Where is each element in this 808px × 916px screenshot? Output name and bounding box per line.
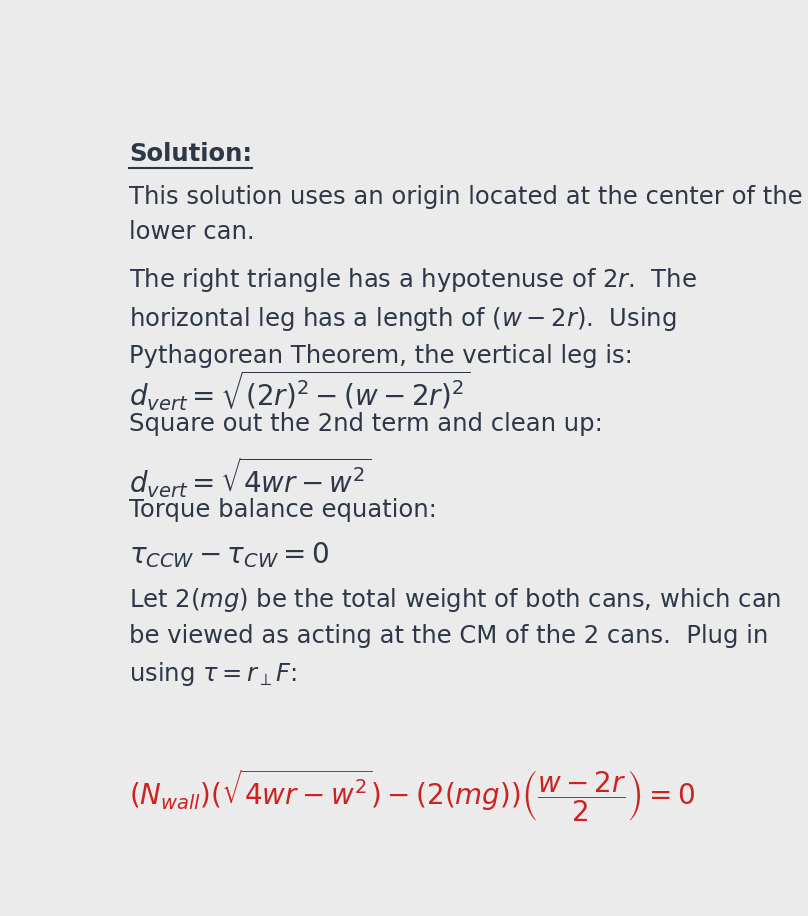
Text: Square out the 2nd term and clean up:: Square out the 2nd term and clean up: [129,412,603,436]
Text: Torque balance equation:: Torque balance equation: [129,498,437,522]
Text: The right triangle has a hypotenuse of $2r$.  The
horizontal leg has a length of: The right triangle has a hypotenuse of $… [129,266,697,368]
Text: Let $2(mg)$ be the total weight of both cans, which can
be viewed as acting at t: Let $2(mg)$ be the total weight of both … [129,586,781,688]
Text: This solution uses an origin located at the center of the
lower can.: This solution uses an origin located at … [129,185,803,244]
Text: $(N_{wall})(\sqrt{4wr - w^2}) - (2(mg)) \left(\dfrac{w-2r}{2}\right) = 0$: $(N_{wall})(\sqrt{4wr - w^2}) - (2(mg)) … [129,768,695,824]
Text: Solution:: Solution: [129,142,252,166]
Text: $d_{vert} = \sqrt{(2r)^2 - (w - 2r)^2}$: $d_{vert} = \sqrt{(2r)^2 - (w - 2r)^2}$ [129,369,470,413]
Text: $d_{vert} = \sqrt{4wr - w^2}$: $d_{vert} = \sqrt{4wr - w^2}$ [129,455,372,500]
Text: $\tau_{CCW} - \tau_{CW} = 0$: $\tau_{CCW} - \tau_{CW} = 0$ [129,540,330,570]
